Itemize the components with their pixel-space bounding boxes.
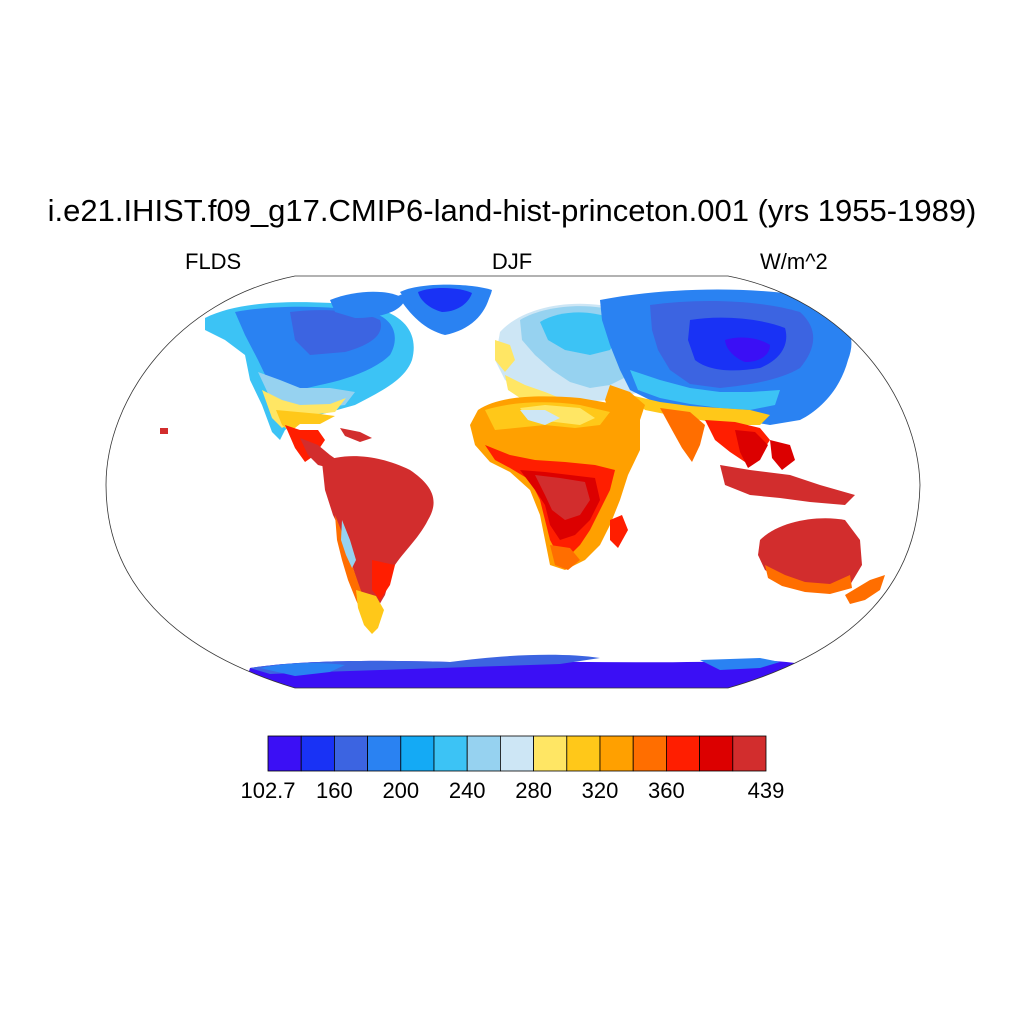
colorbar-swatch: [566, 735, 601, 772]
colorbar-tick-label: 280: [515, 778, 552, 803]
colorbar-tick-label: 160: [316, 778, 353, 803]
hawaii-marker: [160, 428, 168, 434]
colorbar-swatch: [367, 735, 402, 772]
colorbar-swatch: [666, 735, 701, 772]
colorbar-swatch: [499, 735, 534, 772]
colorbar-tick-label: 360: [648, 778, 685, 803]
colorbar-swatch: [400, 735, 435, 772]
colorbar-swatch: [699, 735, 734, 772]
south-america-region: [322, 456, 434, 634]
colorbar-tick-label: 240: [448, 778, 486, 803]
colorbar-swatch: [599, 735, 634, 772]
colorbar-swatch: [732, 735, 767, 772]
season-label: DJF: [491, 249, 533, 274]
antarctica-region: [240, 654, 850, 688]
colorbar-swatch: [466, 735, 501, 772]
colorbar-swatch: [533, 735, 568, 772]
units-label: W/m^2: [760, 249, 828, 274]
colorbar-tick-label: 102.7: [240, 778, 296, 803]
variable-label: FLDS: [185, 249, 242, 274]
colorbar-tick-label: 439: [747, 778, 785, 803]
colorbar-tick-label: 320: [581, 778, 619, 803]
greenland-region: [400, 284, 492, 325]
colorbar-tick-label: 200: [382, 778, 420, 803]
africa-region: [470, 396, 640, 570]
asia-region: [600, 289, 852, 468]
australia-region: [758, 518, 885, 604]
colorbar-swatch: [433, 735, 468, 772]
colorbar-swatch: [632, 735, 667, 772]
colorbar-swatch: [300, 735, 335, 772]
colorbar-swatch: [333, 735, 368, 772]
plot-title: i.e21.IHIST.f09_g17.CMIP6-land-hist-prin…: [47, 193, 977, 228]
colorbar-swatch: [267, 735, 302, 772]
globe-outline: [105, 275, 921, 689]
maritime-region: [720, 440, 855, 505]
